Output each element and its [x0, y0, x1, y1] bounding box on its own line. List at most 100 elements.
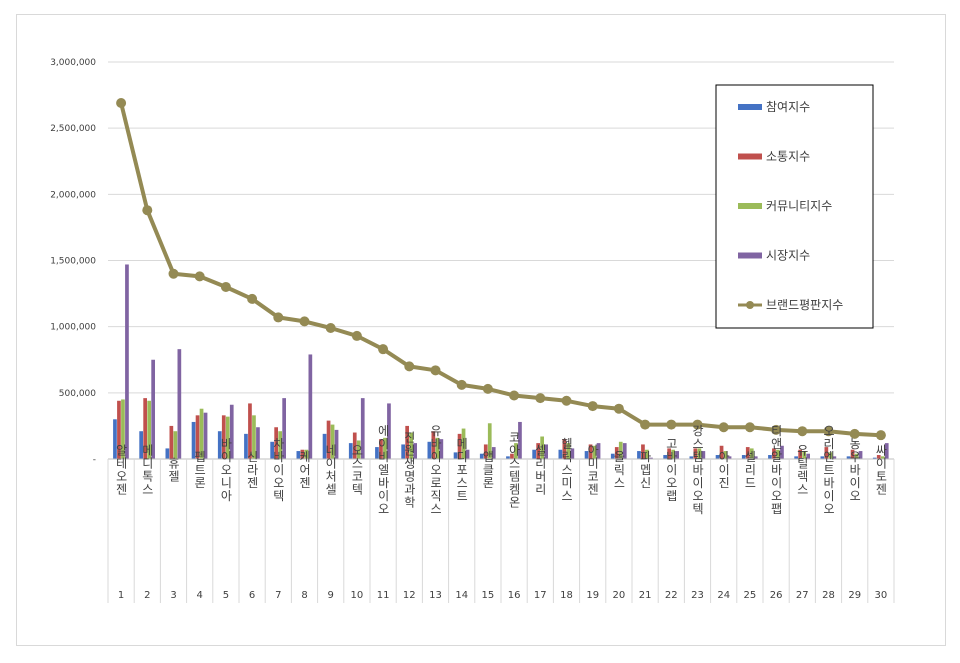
- category-label: 에이비엘바이오: [376, 424, 390, 515]
- category-label: 오스코텍: [350, 444, 364, 496]
- bar: [256, 427, 260, 459]
- bar: [723, 451, 728, 459]
- bar: [719, 445, 724, 459]
- bar: [824, 447, 829, 459]
- category-number: 27: [796, 590, 809, 601]
- bar: [431, 431, 436, 459]
- line-point: [116, 98, 127, 109]
- line-point: [744, 422, 755, 433]
- bar: [274, 427, 278, 459]
- category-label: 펩트론: [193, 450, 207, 489]
- category-label: 휴젤: [167, 457, 181, 483]
- bar: [139, 431, 143, 459]
- category-label: 아이진: [717, 450, 731, 489]
- bar: [749, 448, 754, 459]
- bar: [282, 398, 286, 459]
- legend-swatch: [738, 104, 762, 110]
- bar: [570, 448, 575, 459]
- bar: [244, 433, 248, 459]
- bar: [645, 449, 649, 459]
- category-number: 9: [328, 590, 334, 601]
- category-number: 2: [144, 590, 150, 601]
- category-number: 24: [717, 590, 730, 601]
- category-label: 고바이오랩: [664, 438, 678, 503]
- bar: [510, 453, 514, 459]
- category-label: 올릭스: [612, 450, 626, 489]
- category-label: 코아스템켐온: [507, 431, 521, 509]
- line-point: [404, 361, 415, 372]
- bar: [872, 457, 877, 459]
- bar: [614, 447, 619, 459]
- line-point: [692, 419, 703, 430]
- category-number: 14: [455, 590, 468, 601]
- bar: [544, 444, 548, 459]
- category-number: 22: [665, 590, 678, 601]
- bars: [113, 264, 889, 459]
- bar: [832, 456, 837, 459]
- bar: [147, 400, 151, 459]
- line-point: [430, 365, 441, 376]
- bar: [618, 441, 623, 459]
- bar: [675, 451, 679, 459]
- bar: [828, 452, 833, 459]
- bar: [439, 439, 444, 459]
- category-label: 싸이토젠: [874, 444, 888, 496]
- bar: [151, 359, 155, 459]
- category-label: 알테오젠: [114, 444, 128, 496]
- legend-label: 커뮤니티지수: [766, 199, 832, 213]
- bar: [435, 437, 440, 459]
- bar: [622, 443, 627, 459]
- category-label: 티앤알바이오팹: [769, 424, 783, 515]
- bar: [483, 444, 488, 459]
- bar: [880, 456, 885, 459]
- bar: [191, 421, 196, 459]
- bar: [199, 408, 204, 459]
- y-tick-label: -: [93, 455, 96, 465]
- bar: [518, 421, 522, 459]
- y-tick-label: 2,500,000: [50, 124, 96, 134]
- category-number: 17: [534, 590, 547, 601]
- line-point: [325, 322, 336, 333]
- category-label: 파멥신: [638, 450, 652, 489]
- line-point: [351, 330, 362, 341]
- line-point: [561, 395, 572, 406]
- bar: [308, 354, 313, 459]
- bar: [225, 416, 230, 459]
- category-label: 농우바이오: [848, 437, 862, 502]
- bar: [413, 443, 417, 459]
- brand-reputation-line: [116, 98, 886, 441]
- bar: [514, 443, 518, 459]
- bar: [177, 349, 182, 459]
- line-point: [875, 430, 886, 441]
- category-label: 네이처셀: [324, 444, 338, 496]
- bar: [487, 423, 492, 459]
- bar: [536, 443, 540, 459]
- line-point: [509, 390, 520, 401]
- legend-swatch: [738, 203, 762, 209]
- bar: [588, 444, 593, 459]
- bar: [300, 449, 305, 459]
- bar: [379, 439, 383, 459]
- category-number: 20: [613, 590, 626, 601]
- bar: [715, 455, 720, 459]
- line-point: [718, 422, 729, 433]
- category-label: 셀리드: [743, 450, 757, 489]
- line-point: [666, 419, 677, 430]
- category-number: 30: [875, 590, 888, 601]
- line-point: [142, 205, 153, 216]
- bar: [405, 425, 409, 459]
- legend-swatch: [738, 153, 762, 160]
- bar: [229, 404, 234, 459]
- bar: [326, 420, 331, 459]
- bar: [610, 453, 615, 459]
- line-point: [378, 344, 389, 355]
- bar: [453, 452, 458, 459]
- line-point: [247, 293, 258, 304]
- category-label: 유바이오로직스: [429, 425, 443, 516]
- bar: [221, 415, 226, 459]
- category-label: 헬릭스미스: [560, 437, 574, 502]
- bar: [360, 398, 365, 459]
- bar: [776, 449, 780, 459]
- bar: [506, 456, 510, 459]
